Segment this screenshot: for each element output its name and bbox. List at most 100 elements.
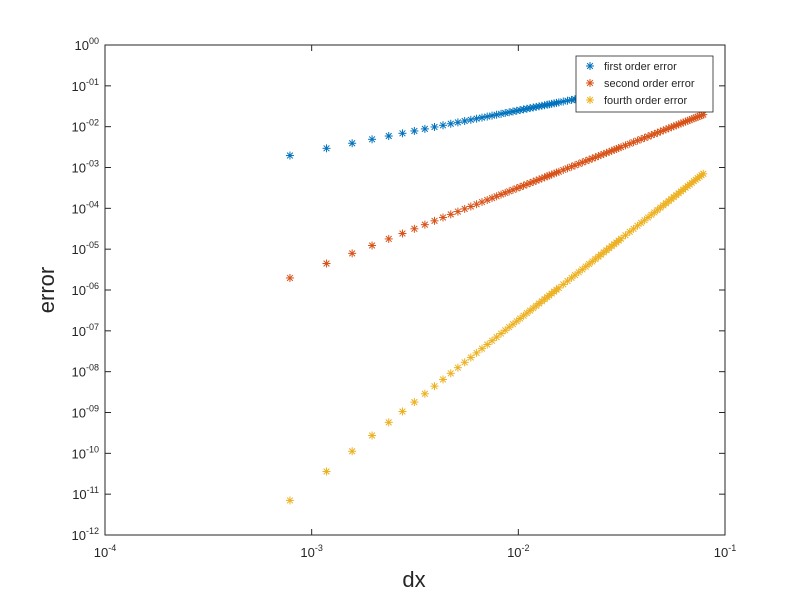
- data-point: [488, 336, 497, 345]
- data-point: [483, 340, 492, 349]
- legend-marker: [586, 79, 594, 87]
- data-point: [574, 159, 583, 168]
- y-tick-label: 10-04: [72, 199, 99, 216]
- series-1: [285, 88, 614, 160]
- data-point: [637, 218, 646, 227]
- data-point: [420, 124, 429, 133]
- data-point: [285, 496, 294, 505]
- data-point: [430, 382, 439, 391]
- data-point: [384, 132, 393, 141]
- data-point: [384, 418, 393, 427]
- data-point: [398, 229, 407, 238]
- data-point: [477, 344, 486, 353]
- data-point: [581, 157, 590, 166]
- data-point: [438, 213, 447, 222]
- data-point: [567, 162, 576, 171]
- data-point: [285, 273, 294, 282]
- data-point: [446, 210, 455, 219]
- data-point: [637, 135, 646, 144]
- data-point: [453, 118, 462, 127]
- data-point: [453, 363, 462, 372]
- data-point: [368, 431, 377, 440]
- legend: first order error second order error fourt…: [575, 55, 714, 113]
- data-point: [453, 207, 462, 216]
- y-axis-label: error: [34, 267, 59, 313]
- data-point: [477, 113, 486, 122]
- plot-area: [104, 44, 726, 536]
- data-point: [460, 358, 469, 367]
- data-point: [570, 271, 579, 280]
- data-point: [446, 369, 455, 378]
- data-point: [285, 151, 294, 160]
- legend-label: fourth order error: [604, 95, 687, 107]
- series-layer: [285, 88, 708, 505]
- data-point: [497, 329, 506, 338]
- data-point: [410, 126, 419, 135]
- data-point: [348, 249, 357, 258]
- data-point: [472, 114, 481, 123]
- data-point: [563, 277, 572, 286]
- data-point: [420, 389, 429, 398]
- y-tick-label: 10-05: [72, 240, 99, 257]
- data-point: [699, 169, 708, 178]
- data-point: [512, 184, 521, 193]
- data-point: [508, 320, 517, 329]
- data-point: [384, 234, 393, 243]
- series-3: [285, 169, 708, 505]
- y-tick-label: 10-10: [72, 444, 99, 461]
- x-axis-label: dx: [402, 567, 425, 592]
- data-point: [466, 115, 475, 124]
- data-point: [472, 348, 481, 357]
- data-point: [559, 280, 568, 289]
- data-point: [368, 241, 377, 250]
- data-point: [348, 447, 357, 456]
- legend-label: first order error: [604, 61, 677, 73]
- data-point: [446, 119, 455, 128]
- legend-box: [575, 55, 714, 113]
- data-point: [460, 204, 469, 213]
- y-tick-label: 10-06: [72, 281, 99, 298]
- data-point: [617, 234, 626, 243]
- data-point: [410, 398, 419, 407]
- data-point: [420, 220, 429, 229]
- data-point: [621, 231, 630, 240]
- data-point: [554, 283, 563, 292]
- y-axis-ticks: 1000 10-01 10-02 10-03 10-04 10-05 10-06 10-07 1…: [72, 36, 725, 543]
- data-point: [438, 375, 447, 384]
- y-tick-label: 10-09: [72, 404, 99, 421]
- y-tick-label: 10-07: [72, 322, 99, 339]
- y-tick-label: 10-12: [72, 526, 99, 543]
- y-tick-label: 10-02: [72, 118, 99, 135]
- y-tick-label: 10-11: [72, 485, 99, 502]
- data-point: [516, 183, 525, 192]
- x-tick-label: 10-3: [300, 543, 322, 560]
- legend-marker: [586, 62, 594, 70]
- data-point: [438, 121, 447, 130]
- series-2: [285, 110, 708, 282]
- data-point: [322, 467, 331, 476]
- data-point: [466, 353, 475, 362]
- data-point: [322, 259, 331, 268]
- data-point: [483, 112, 492, 121]
- data-point: [492, 333, 501, 342]
- data-point: [430, 216, 439, 225]
- data-point: [398, 129, 407, 138]
- legend-marker: [586, 96, 594, 104]
- data-point: [348, 139, 357, 148]
- data-point: [567, 273, 576, 282]
- x-tick-label: 10-2: [507, 543, 529, 560]
- data-point: [368, 135, 377, 144]
- data-point: [640, 216, 649, 225]
- y-tick-label: 1000: [75, 36, 99, 53]
- data-point: [519, 181, 528, 190]
- x-axis-ticks: 10-4 10-3 10-2 10-1: [94, 45, 736, 560]
- data-point: [398, 407, 407, 416]
- y-tick-label: 10-01: [72, 77, 99, 94]
- y-tick-label: 10-08: [72, 363, 99, 380]
- data-point: [322, 144, 331, 153]
- x-tick-label: 10-4: [94, 543, 116, 560]
- x-tick-label: 10-1: [714, 543, 736, 560]
- legend-label: second order error: [604, 78, 695, 90]
